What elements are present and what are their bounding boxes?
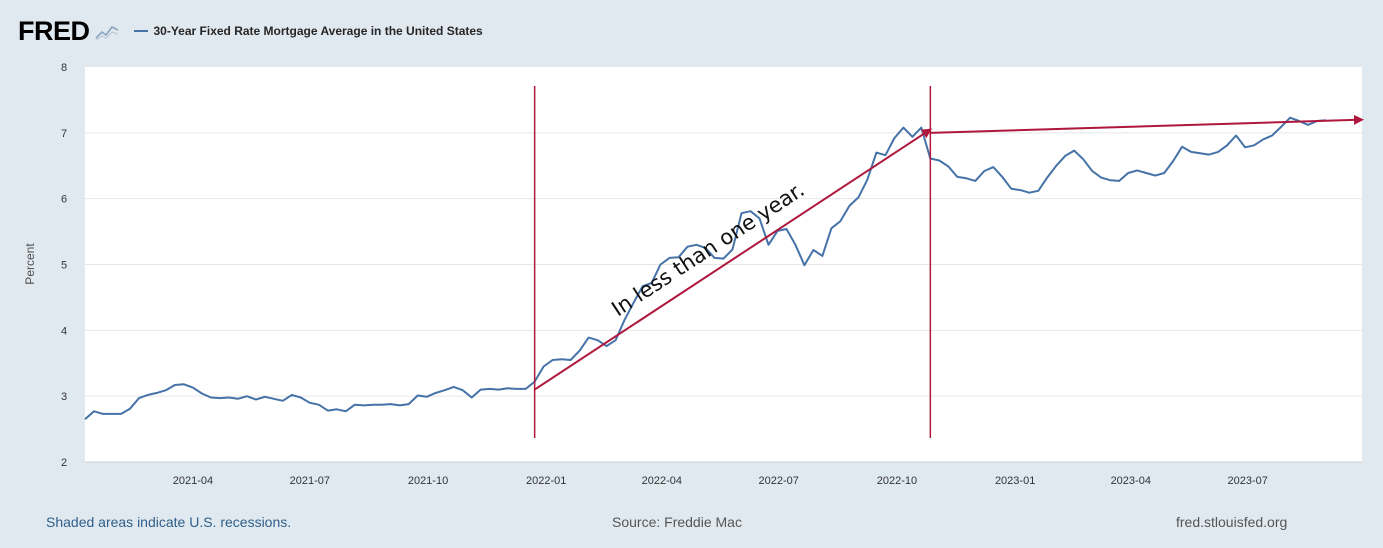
y-tick-label: 7 <box>61 128 67 140</box>
y-tick-label: 2 <box>61 457 67 469</box>
y-tick-label: 4 <box>61 325 67 337</box>
y-tick-label: 3 <box>61 391 67 403</box>
x-axis-ticks: 2021-04 2021-07 2021-10 2022-01 2022-04 2022-… <box>173 475 1268 487</box>
x-tick-label: 2022-07 <box>759 475 799 487</box>
y-tick-label: 5 <box>61 260 67 272</box>
y-axis-label: Percent <box>23 243 37 285</box>
chart-header: FRED 30-Year Fixed Rate Mortgage Average… <box>18 14 483 48</box>
y-tick-label: 6 <box>61 194 67 206</box>
legend-swatch <box>133 30 148 32</box>
y-tick-label: 8 <box>61 62 67 74</box>
x-tick-label: 2023-07 <box>1227 475 1267 487</box>
site-link[interactable]: fred.stlouisfed.org <box>1176 514 1288 530</box>
series-layer <box>84 116 1327 420</box>
x-tick-label: 2021-04 <box>173 475 213 487</box>
annotation-layer <box>533 86 1364 438</box>
line-chart-icon <box>94 25 118 41</box>
chart-title: 30-Year Fixed Rate Mortgage Average in t… <box>153 24 483 38</box>
x-tick-label: 2022-01 <box>526 475 566 487</box>
recessions-note: Shaded areas indicate U.S. recessions. <box>46 514 292 530</box>
x-tick-label: 2023-04 <box>1111 475 1151 487</box>
source-note: Source: Freddie Mac <box>612 514 742 530</box>
x-tick-label: 2022-10 <box>877 475 917 487</box>
x-tick-label: 2022-04 <box>642 475 682 487</box>
x-tick-label: 2023-01 <box>995 475 1035 487</box>
annotation-arrow <box>534 128 933 391</box>
x-tick-label: 2021-10 <box>408 475 448 487</box>
series-line <box>84 116 1327 420</box>
annotation-arrow <box>930 114 1364 134</box>
fred-logo[interactable]: FRED <box>18 15 90 46</box>
y-axis-ticks: 2 3 4 5 6 7 8 <box>61 62 67 469</box>
x-tick-label: 2021-07 <box>290 475 330 487</box>
